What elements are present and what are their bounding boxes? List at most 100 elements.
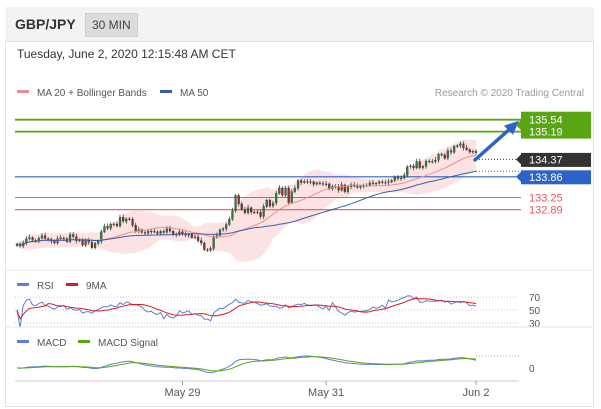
candle-body [100, 231, 103, 242]
candle-body [193, 236, 197, 238]
candle-body [321, 183, 325, 185]
macd-tick-label: 0 [529, 364, 535, 375]
legend-swatch [17, 283, 29, 286]
candle-body [93, 243, 97, 248]
timeframe-badge[interactable]: 30 MIN [85, 13, 138, 37]
candle-body [390, 180, 393, 183]
candle-body [168, 228, 172, 232]
legend-label: MACD Signal [98, 338, 158, 349]
candle-body [150, 230, 153, 233]
macd-panel: MACD MACD Signal 0 [16, 338, 535, 375]
candle-body [250, 207, 253, 213]
projection-arrow-shaft [473, 127, 511, 162]
candle-body [337, 186, 340, 191]
rsi-panel: RSI 9MA 70 50 30 [15, 281, 541, 330]
candle-body [97, 241, 100, 244]
level-tag-pointer [516, 154, 521, 165]
candle-body [293, 188, 296, 192]
candle-body [399, 177, 403, 180]
candle-body [84, 240, 87, 246]
candle-body [462, 143, 465, 149]
level-tag-box [521, 152, 591, 167]
candle-body [109, 223, 112, 229]
candle-body [343, 184, 346, 192]
candle-body [62, 237, 65, 239]
candle-body [206, 249, 209, 251]
candle-body [434, 159, 437, 162]
bollinger-bands [17, 139, 476, 262]
candle-body [262, 206, 265, 217]
level-tag-pointer [516, 171, 521, 182]
legend-swatch [17, 90, 29, 93]
candle-body [209, 248, 212, 251]
candle-body [225, 224, 228, 229]
candle-body [178, 231, 181, 236]
candle-body [134, 225, 137, 231]
candle-body [43, 235, 47, 239]
candle-body [131, 219, 134, 226]
candle-body [381, 181, 384, 183]
rsi-line [16, 295, 477, 328]
candle-body [200, 240, 203, 244]
candle-body [187, 234, 190, 236]
candle-body [243, 209, 247, 213]
candle-body [312, 181, 315, 185]
candle-body [281, 187, 284, 196]
resistance-tag-box [521, 111, 591, 139]
x-tick-label: May 29 [164, 387, 200, 399]
candle-body [231, 210, 234, 220]
candle-body [474, 151, 478, 153]
candle-body [446, 150, 449, 159]
candle-body [453, 146, 456, 153]
projection-arrow [473, 120, 519, 162]
candle-body [103, 226, 106, 232]
candle-body [287, 187, 290, 203]
level-lines [15, 118, 521, 211]
candle-body [118, 217, 122, 227]
candle-body [106, 226, 109, 229]
rsi-tick-label: 30 [529, 319, 541, 330]
candle-body [359, 185, 362, 188]
candle-body [278, 187, 281, 194]
candle-body [275, 193, 278, 204]
x-tick-label: Jun 2 [463, 387, 490, 399]
symbol-title: GBP/JPY [15, 16, 76, 32]
candle-body [431, 161, 434, 163]
legend-swatch [78, 340, 90, 343]
candle-body [421, 166, 425, 168]
legend-label: MA 50 [180, 88, 209, 99]
projection-arrow-head [504, 120, 519, 135]
candle-body [156, 231, 159, 234]
candle-body [253, 211, 256, 214]
candle-body [403, 175, 406, 179]
candle-body [128, 218, 131, 220]
candle-body [384, 182, 387, 184]
legend-label: RSI [37, 281, 54, 292]
level-tag-box [521, 170, 591, 185]
candle-body [159, 231, 162, 234]
candle-body [356, 186, 359, 188]
candle-body [37, 238, 40, 241]
candle-body [374, 183, 378, 185]
timestamp: Tuesday, June 2, 2020 12:15:48 AM CET [17, 47, 236, 61]
ma50-line [16, 170, 477, 246]
candle-body [147, 230, 150, 234]
candle-body [459, 143, 462, 146]
rsi-9ma-line [16, 298, 477, 320]
candle-body [165, 228, 168, 233]
candle-body [315, 182, 318, 185]
candle-body [271, 202, 275, 207]
candle-body [40, 235, 44, 239]
candle-body [72, 234, 75, 237]
candle-body [153, 231, 156, 233]
rsi-tick-label: 70 [529, 293, 541, 304]
price-legend: MA 20 + Bollinger Bands MA 50 [17, 88, 209, 99]
legend-label: MA 20 + Bollinger Bands [37, 88, 147, 99]
candle-body [368, 182, 371, 186]
candle-body [440, 154, 443, 156]
candle-body [228, 219, 231, 225]
candle-body [471, 151, 474, 153]
resistance-level-label: 135.54 [529, 115, 563, 127]
